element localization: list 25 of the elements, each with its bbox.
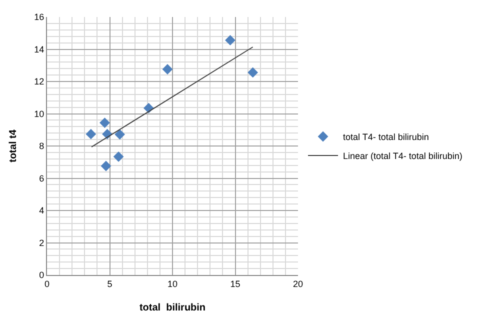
point (114, 129, 125, 140)
x-tick-label: 15 (230, 278, 240, 289)
x-tick-label: 5 (107, 278, 112, 289)
y-tick-label: 10 (34, 108, 44, 119)
x-tick-label: 20 (292, 278, 304, 289)
point (100, 160, 112, 172)
x-axis-title: total bilirubin (139, 302, 206, 314)
y-tick-label: 4 (39, 206, 44, 216)
y-tick-label: 6 (39, 173, 44, 184)
y-tick-label: 14 (34, 44, 44, 54)
y-tick-label: 16 (34, 12, 44, 22)
legend-label: total T4- total bilirubin (343, 132, 429, 142)
point (113, 151, 124, 162)
y-tick-label: 2 (39, 238, 44, 248)
point (100, 118, 110, 128)
point (225, 35, 236, 46)
legend-label: Linear (total T4- total bilirubin) (343, 151, 462, 162)
y-tick-label: 0 (39, 270, 44, 280)
y-tick-label: 8 (39, 141, 44, 152)
point (248, 67, 258, 78)
point (86, 128, 96, 140)
y-tick-label: 12 (34, 76, 44, 87)
x-tick-label: 10 (167, 278, 178, 289)
point (162, 64, 173, 74)
y-axis-title: total t4 (8, 129, 20, 162)
